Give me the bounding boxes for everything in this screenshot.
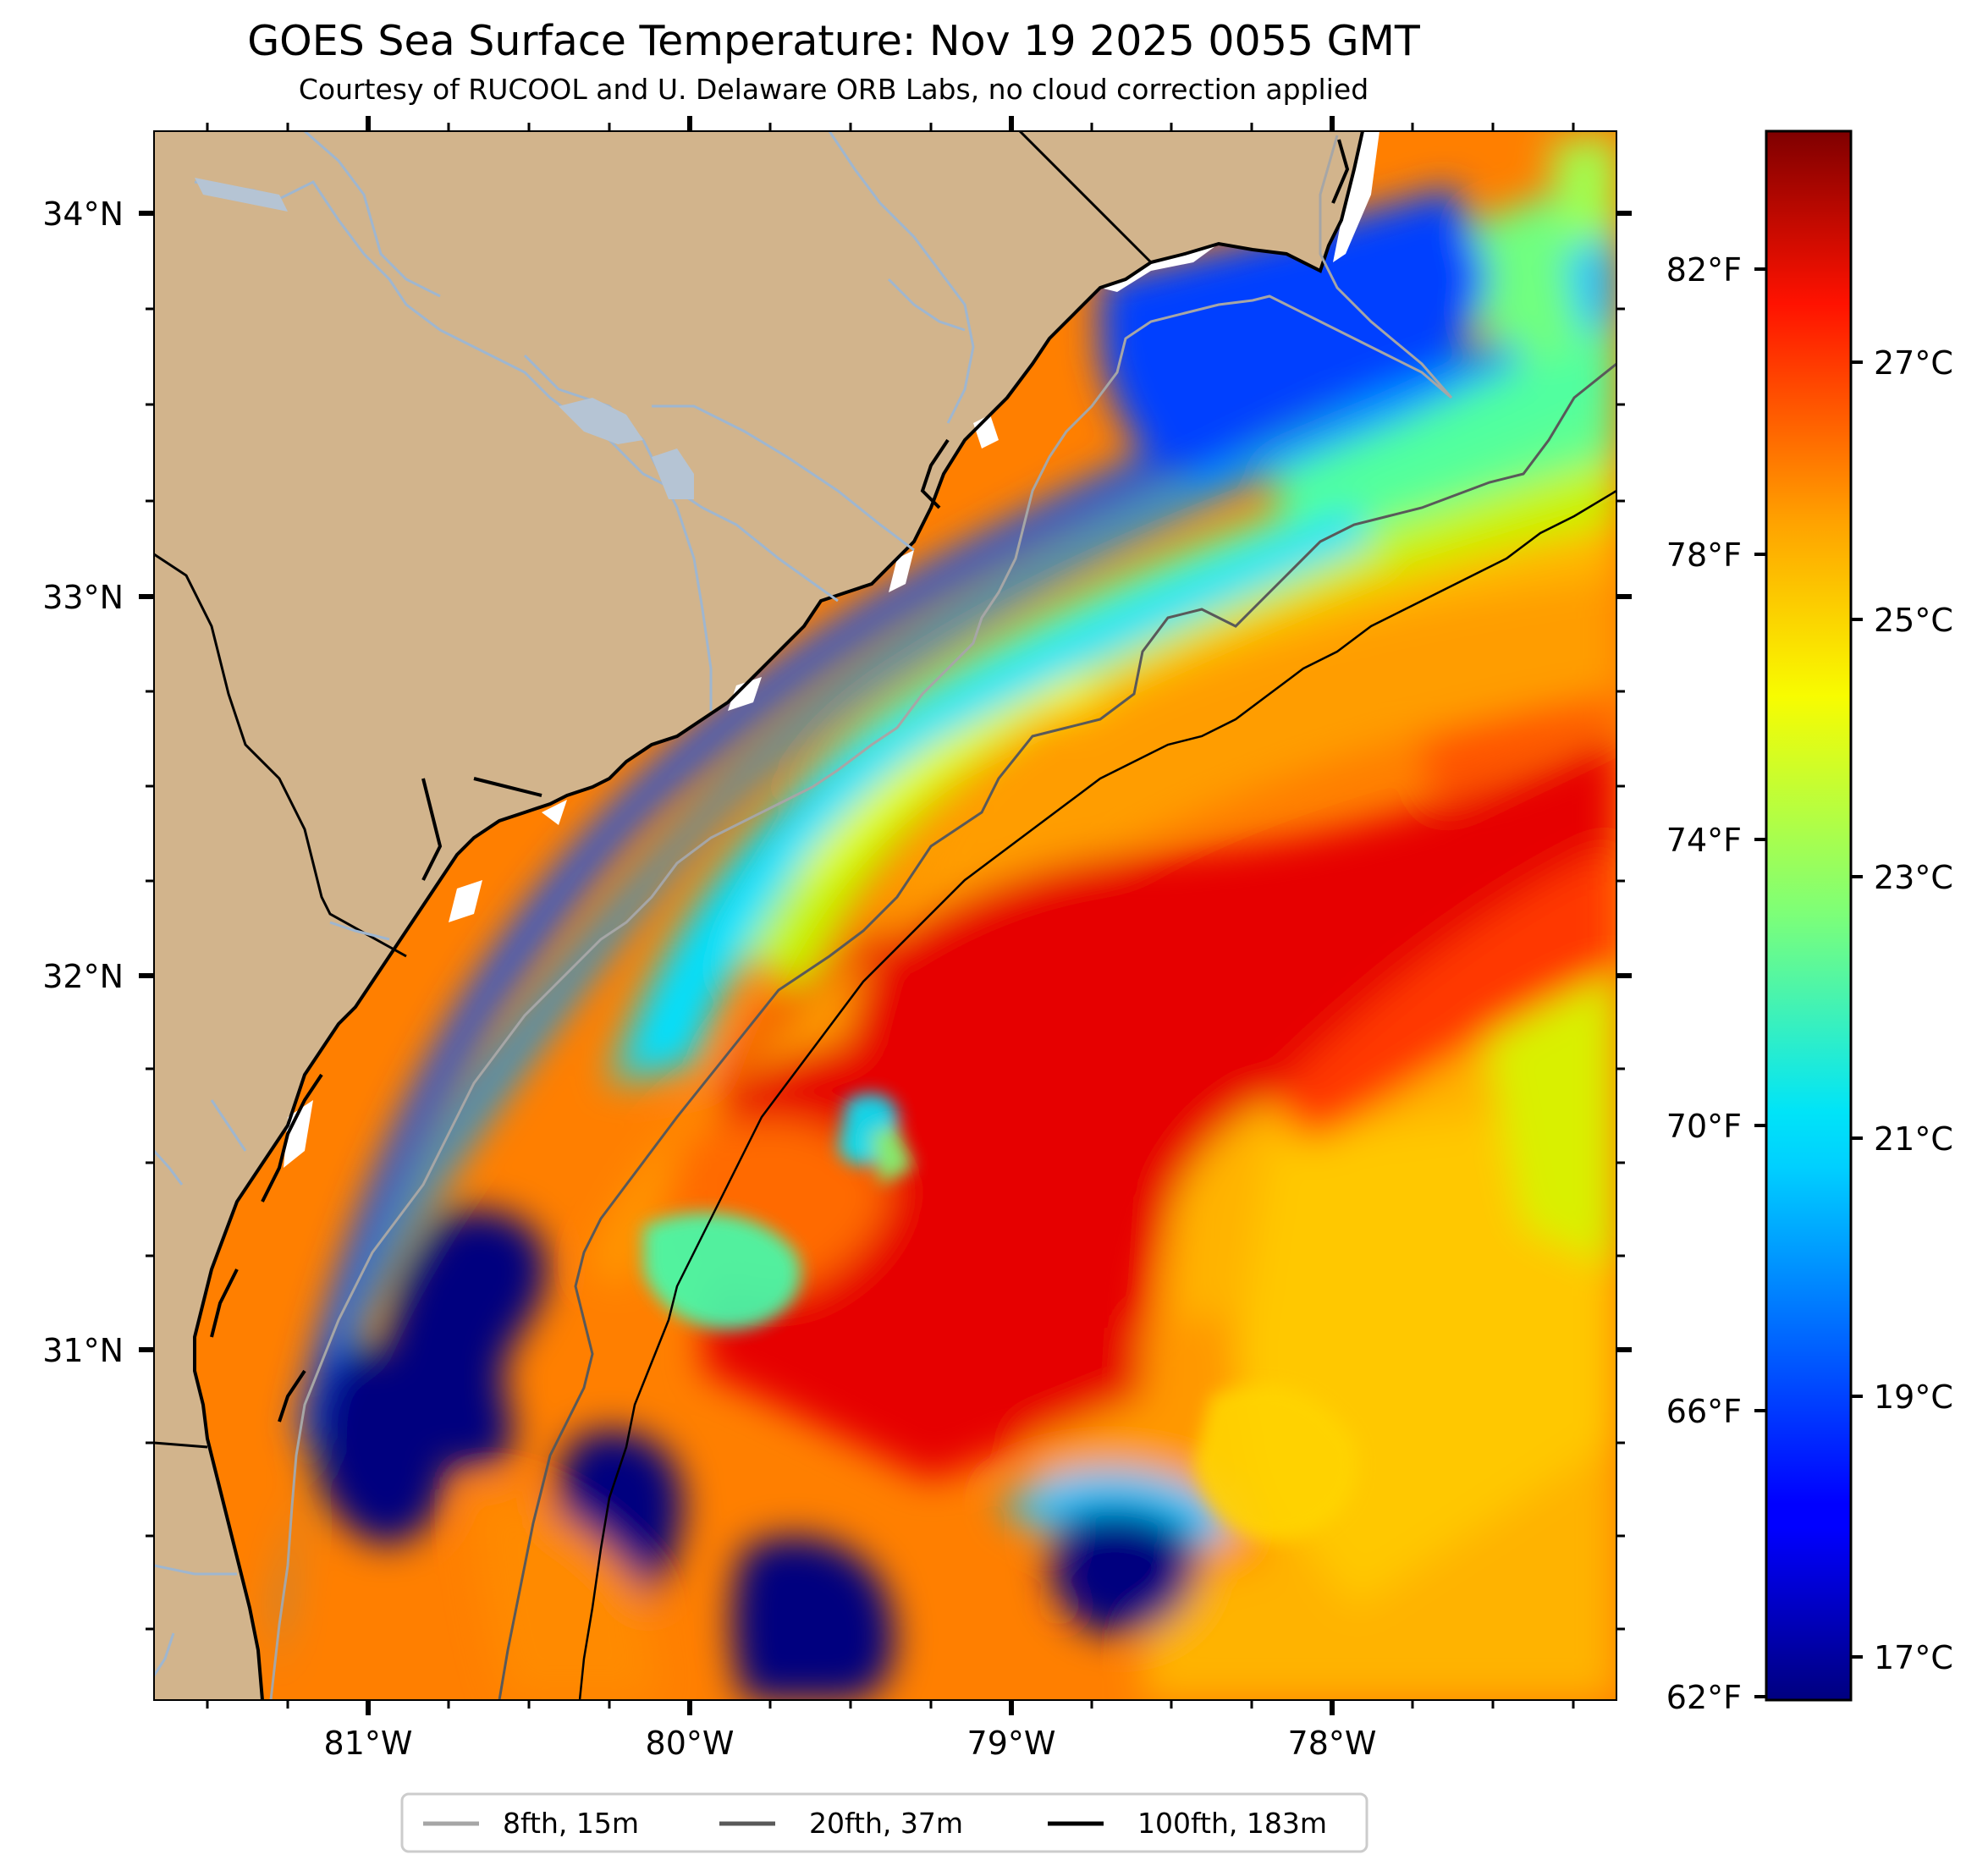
fahrenheit-label-66: 66°F <box>1666 1393 1742 1430</box>
tick-marks <box>139 116 1632 1715</box>
legend-box <box>400 1792 1368 1853</box>
rivers <box>154 131 975 1676</box>
isobath-100fth-line <box>578 489 1616 1700</box>
celsius-label-27: 27°C <box>1874 344 1953 382</box>
celsius-label-21: 21°C <box>1874 1120 1953 1158</box>
lon-label-78w: 78°W <box>1288 1725 1377 1762</box>
lat-label-32n: 32°N <box>42 958 124 995</box>
lon-label-80w: 80°W <box>646 1725 735 1762</box>
celsius-label-17: 17°C <box>1874 1639 1953 1676</box>
map-area <box>154 131 1616 1700</box>
colorbar-celsius-ticks <box>1851 360 1863 1659</box>
lon-label-79w: 79°W <box>967 1725 1056 1762</box>
lon-label-81w: 81°W <box>324 1725 413 1762</box>
colorbar <box>1765 129 1853 1702</box>
sst-detail <box>643 1093 1359 1542</box>
fahrenheit-label-82: 82°F <box>1666 251 1742 289</box>
state-border-nc-sc <box>1018 131 1153 264</box>
fahrenheit-label-62: 62°F <box>1666 1679 1742 1716</box>
celsius-label-19: 19°C <box>1874 1378 1953 1416</box>
chart-subtitle: Courtesy of RUCOOL and U. Delaware ORB L… <box>298 73 1369 106</box>
legend-label-20fth: 20fth, 37m <box>809 1807 963 1840</box>
fahrenheit-label-70: 70°F <box>1666 1108 1742 1145</box>
celsius-label-23: 23°C <box>1874 859 1953 896</box>
lat-label-34n: 34°N <box>42 195 124 233</box>
fahrenheit-label-74: 74°F <box>1666 822 1742 859</box>
lat-label-31n: 31°N <box>42 1332 124 1369</box>
colorbar-fahrenheit-ticks <box>1754 267 1766 1698</box>
legend-label-8fth: 8fth, 15m <box>503 1807 639 1840</box>
map-frame <box>153 130 1617 1701</box>
lat-label-33n: 33°N <box>42 579 124 616</box>
celsius-label-25: 25°C <box>1874 602 1953 639</box>
legend-label-100fth: 100fth, 183m <box>1137 1807 1327 1840</box>
isobath-20fth-line <box>498 362 1616 1700</box>
isobath-legend: 8fth, 15m 20fth, 37m 100fth, 183m <box>400 1792 1368 1853</box>
coastline <box>193 131 1364 1700</box>
fahrenheit-label-78: 78°F <box>1666 537 1742 574</box>
land <box>154 131 1363 1700</box>
chart-title: GOES Sea Surface Temperature: Nov 19 202… <box>247 17 1420 65</box>
state-border-sc-ga <box>154 553 407 958</box>
isobath-8fth-line <box>269 135 1453 1700</box>
